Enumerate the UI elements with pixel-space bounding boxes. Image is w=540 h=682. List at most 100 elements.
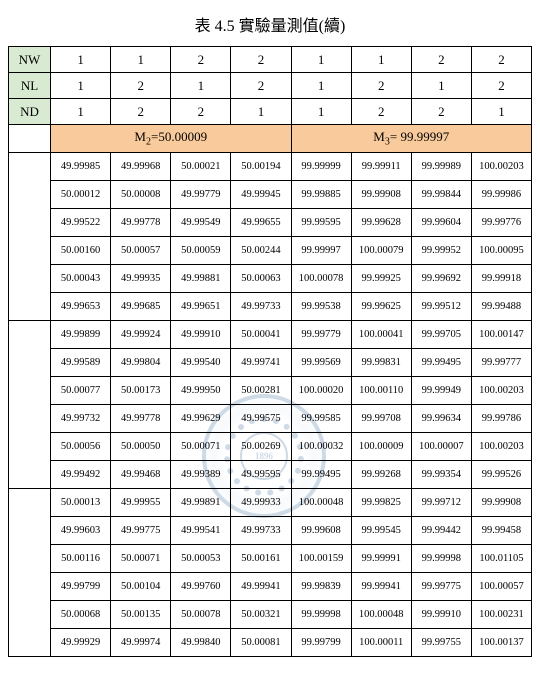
data-cell: 49.99589: [51, 349, 111, 377]
section-header-m2: M2=50.00009: [51, 125, 292, 153]
data-cell: 49.99492: [51, 461, 111, 489]
data-cell: 49.99595: [231, 461, 291, 489]
data-cell: 49.99778: [111, 209, 171, 237]
data-cell: 99.99831: [351, 349, 411, 377]
data-cell: 49.99950: [171, 377, 231, 405]
data-cell: 50.00078: [171, 601, 231, 629]
data-cell: 49.99629: [171, 405, 231, 433]
data-cell: 50.00041: [231, 321, 291, 349]
data-cell: 99.99998: [291, 601, 351, 629]
data-cell: 99.99991: [351, 545, 411, 573]
data-cell: 100.00147: [471, 321, 531, 349]
data-cell: 49.99881: [171, 265, 231, 293]
data-cell: 50.00063: [231, 265, 291, 293]
header-cell: 2: [471, 47, 531, 73]
header-cell: 2: [231, 47, 291, 73]
data-cell: 100.00203: [471, 153, 531, 181]
data-cell: 99.99999: [291, 153, 351, 181]
data-cell: 49.99955: [111, 489, 171, 517]
header-cell: 1: [291, 73, 351, 99]
data-cell: 50.00104: [111, 573, 171, 601]
data-cell: 49.99651: [171, 293, 231, 321]
data-cell: 50.00021: [171, 153, 231, 181]
data-cell: 99.99776: [471, 209, 531, 237]
data-cell: 50.00081: [231, 629, 291, 657]
data-cell: 99.99779: [291, 321, 351, 349]
data-cell: 50.00135: [111, 601, 171, 629]
data-cell: 49.99733: [231, 293, 291, 321]
data-cell: 49.99653: [51, 293, 111, 321]
data-cell: 100.00041: [351, 321, 411, 349]
data-cell: 50.00050: [111, 433, 171, 461]
data-cell: 99.99512: [411, 293, 471, 321]
header-cell: 1: [351, 47, 411, 73]
data-cell: 99.99885: [291, 181, 351, 209]
header-cell: 1: [51, 47, 111, 73]
data-cell: 49.99799: [51, 573, 111, 601]
data-cell: 49.99929: [51, 629, 111, 657]
data-cell: 49.99540: [171, 349, 231, 377]
data-cell: 50.00008: [111, 181, 171, 209]
data-cell: 100.01105: [471, 545, 531, 573]
data-cell: 50.00077: [51, 377, 111, 405]
data-cell: 99.99799: [291, 629, 351, 657]
data-cell: 99.99692: [411, 265, 471, 293]
data-cell: 99.99608: [291, 517, 351, 545]
data-cell: 100.00079: [351, 237, 411, 265]
data-cell: 49.99468: [111, 461, 171, 489]
data-cell: 49.99778: [111, 405, 171, 433]
data-cell: 99.99825: [351, 489, 411, 517]
data-cell: 50.00281: [231, 377, 291, 405]
header-cell: 1: [291, 99, 351, 125]
data-table: NW11221122NL12121212ND12211221M2=50.0000…: [8, 46, 532, 657]
data-cell: 100.00110: [351, 377, 411, 405]
data-cell: 99.99941: [351, 573, 411, 601]
data-cell: 100.00137: [471, 629, 531, 657]
blank-cell: [9, 125, 51, 153]
data-cell: 100.00203: [471, 377, 531, 405]
data-cell: 99.99354: [411, 461, 471, 489]
header-cell: 2: [171, 99, 231, 125]
data-cell: 99.99569: [291, 349, 351, 377]
data-cell: 50.00012: [51, 181, 111, 209]
data-cell: 99.99918: [471, 265, 531, 293]
data-cell: 100.00020: [291, 377, 351, 405]
data-cell: 49.99968: [111, 153, 171, 181]
data-cell: 100.00078: [291, 265, 351, 293]
header-cell: 2: [411, 99, 471, 125]
data-cell: 100.00009: [351, 433, 411, 461]
data-cell: 50.00057: [111, 237, 171, 265]
data-cell: 99.99949: [411, 377, 471, 405]
header-cell: 2: [111, 99, 171, 125]
data-cell: 49.99760: [171, 573, 231, 601]
data-cell: 100.00048: [291, 489, 351, 517]
header-cell: 1: [111, 47, 171, 73]
header-cell: 2: [411, 47, 471, 73]
data-cell: 49.99779: [171, 181, 231, 209]
data-cell: 49.99732: [51, 405, 111, 433]
data-cell: 50.00068: [51, 601, 111, 629]
header-cell: 1: [291, 47, 351, 73]
row-label-nw: NW: [9, 47, 51, 73]
data-cell: 99.99844: [411, 181, 471, 209]
data-cell: 50.00013: [51, 489, 111, 517]
header-cell: 1: [51, 73, 111, 99]
data-cell: 99.99786: [471, 405, 531, 433]
data-cell: 50.00059: [171, 237, 231, 265]
data-cell: 49.99924: [111, 321, 171, 349]
data-cell: 49.99933: [231, 489, 291, 517]
data-cell: 49.99733: [231, 517, 291, 545]
data-cell: 49.99974: [111, 629, 171, 657]
data-cell: 99.99708: [351, 405, 411, 433]
data-cell: 50.00071: [171, 433, 231, 461]
data-cell: 49.99985: [51, 153, 111, 181]
data-cell: 99.99839: [291, 573, 351, 601]
data-cell: 50.00194: [231, 153, 291, 181]
data-cell: 99.99495: [291, 461, 351, 489]
header-cell: 2: [111, 73, 171, 99]
data-cell: 99.99495: [411, 349, 471, 377]
data-cell: 50.00173: [111, 377, 171, 405]
data-cell: 50.00056: [51, 433, 111, 461]
header-cell: 2: [351, 99, 411, 125]
data-cell: 100.00011: [351, 629, 411, 657]
